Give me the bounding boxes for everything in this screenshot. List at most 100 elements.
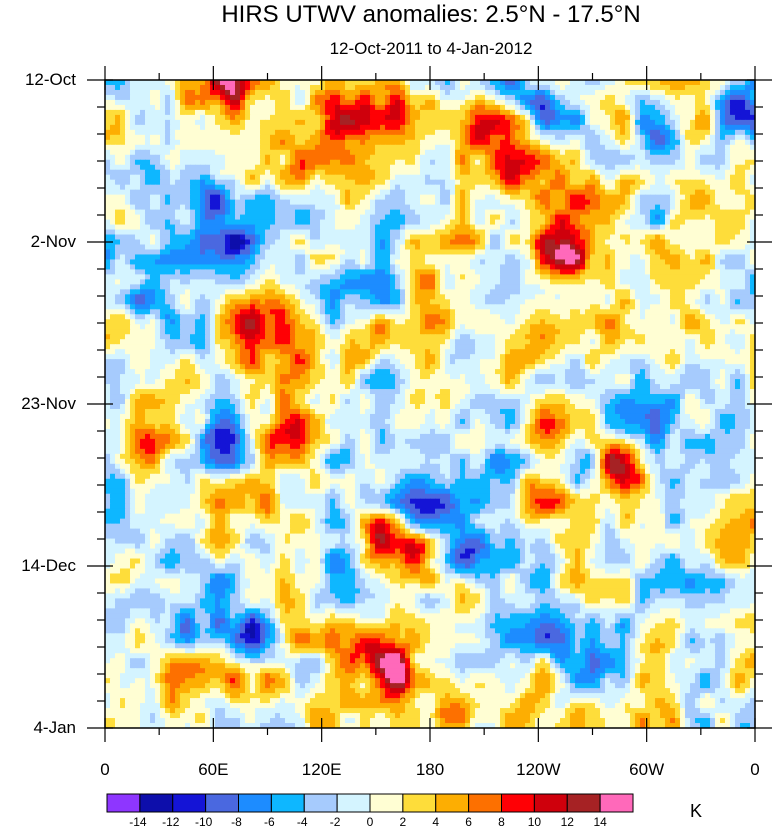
field-cell: [310, 244, 316, 251]
field-cell: [230, 80, 236, 86]
field-cell: [210, 169, 216, 176]
field-cell: [530, 214, 536, 221]
field-cell: [505, 214, 511, 221]
field-cell: [280, 224, 286, 231]
field-cell: [665, 89, 671, 96]
field-cell: [340, 224, 346, 231]
field-cell: [290, 164, 296, 171]
field-cell: [210, 94, 216, 101]
field-cell: [310, 114, 316, 121]
field-cell: [685, 104, 691, 111]
field-cell: [385, 224, 391, 231]
field-cell: [290, 124, 296, 131]
field-cell: [640, 149, 646, 156]
field-cell: [385, 144, 391, 151]
field-cell: [295, 254, 301, 261]
field-cell: [285, 149, 291, 156]
field-cell: [745, 199, 751, 206]
field-cell: [140, 234, 146, 241]
field-cell: [370, 264, 376, 271]
field-cell: [305, 209, 311, 216]
field-cell: [190, 169, 196, 176]
field-cell: [255, 99, 261, 106]
field-cell: [745, 99, 751, 106]
field-cell: [690, 259, 696, 266]
field-cell: [115, 244, 121, 251]
field-cell: [550, 94, 556, 101]
field-cell: [185, 174, 191, 181]
field-cell: [500, 204, 506, 211]
field-cell: [410, 129, 416, 136]
field-cell: [360, 194, 366, 201]
field-cell: [370, 224, 376, 231]
field-cell: [275, 199, 281, 206]
field-cell: [435, 244, 441, 251]
field-cell: [155, 264, 161, 271]
field-cell: [170, 154, 176, 161]
field-cell: [615, 199, 621, 206]
field-cell: [550, 169, 556, 176]
field-cell: [300, 139, 306, 146]
field-cell: [295, 174, 301, 181]
field-cell: [580, 234, 586, 241]
field-cell: [585, 129, 591, 136]
field-cell: [285, 104, 291, 111]
field-cell: [680, 144, 686, 151]
field-cell: [545, 89, 551, 96]
field-cell: [250, 89, 256, 96]
field-cell: [440, 189, 446, 196]
field-cell: [560, 89, 566, 96]
field-cell: [480, 119, 486, 126]
field-cell: [320, 189, 326, 196]
field-cell: [645, 159, 651, 166]
field-cell: [245, 149, 251, 156]
field-cell: [380, 80, 386, 86]
field-cell: [680, 89, 686, 96]
field-cell: [505, 84, 511, 91]
field-cell: [630, 124, 636, 131]
field-cell: [650, 109, 656, 116]
field-cell: [170, 224, 176, 231]
field-cell: [370, 144, 376, 151]
field-cell: [635, 249, 641, 256]
field-cell: [185, 124, 191, 131]
field-cell: [690, 249, 696, 256]
field-cell: [530, 129, 536, 136]
field-cell: [665, 224, 671, 231]
field-cell: [285, 229, 291, 236]
field-cell: [640, 234, 646, 241]
field-cell: [745, 134, 751, 141]
field-cell: [440, 179, 446, 186]
field-cell: [405, 249, 411, 256]
field-cell: [325, 154, 331, 161]
field-cell: [255, 194, 261, 201]
field-cell: [555, 189, 561, 196]
field-cell: [475, 159, 481, 166]
field-cell: [480, 184, 486, 191]
field-cell: [425, 84, 431, 91]
field-cell: [575, 179, 581, 186]
field-cell: [150, 164, 156, 171]
field-cell: [360, 89, 366, 96]
field-cell: [690, 234, 696, 241]
field-cell: [620, 164, 626, 171]
field-cell: [610, 104, 616, 111]
field-cell: [595, 179, 601, 186]
field-cell: [495, 194, 501, 201]
field-cell: [745, 119, 751, 126]
field-cell: [270, 114, 276, 121]
field-cell: [455, 264, 461, 271]
field-cell: [640, 194, 646, 201]
field-cell: [180, 264, 186, 271]
field-cell: [385, 169, 391, 176]
field-cell: [365, 154, 371, 161]
field-cell: [145, 179, 151, 186]
field-cell: [545, 124, 551, 131]
field-cell: [160, 164, 166, 171]
field-cell: [330, 189, 336, 196]
field-cell: [630, 244, 636, 251]
field-cell: [185, 179, 191, 186]
field-cell: [555, 199, 561, 206]
field-cell: [165, 189, 171, 196]
field-cell: [655, 179, 661, 186]
